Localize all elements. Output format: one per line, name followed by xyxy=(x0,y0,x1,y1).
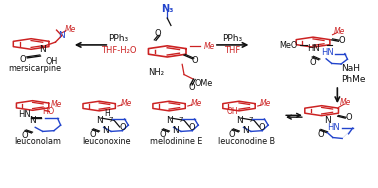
Text: HN: HN xyxy=(18,109,30,118)
Text: 7: 7 xyxy=(179,117,183,123)
Text: Me: Me xyxy=(260,99,272,108)
Text: PPh₃: PPh₃ xyxy=(108,34,129,43)
Text: THF-H₂O: THF-H₂O xyxy=(101,46,136,55)
Text: NH₂: NH₂ xyxy=(148,68,164,77)
Text: mersicarpine: mersicarpine xyxy=(8,64,61,73)
Text: melodinine E: melodinine E xyxy=(150,137,203,146)
Text: Me: Me xyxy=(65,25,76,34)
Text: leuconolam: leuconolam xyxy=(15,137,62,146)
Text: 7: 7 xyxy=(249,117,253,123)
Text: O: O xyxy=(159,130,166,139)
Text: PhMe: PhMe xyxy=(341,75,365,84)
Text: leuconoxine: leuconoxine xyxy=(82,137,131,146)
Text: Me: Me xyxy=(190,99,202,108)
Text: O: O xyxy=(259,123,265,132)
Text: Me: Me xyxy=(340,98,352,107)
Text: 7: 7 xyxy=(109,117,113,123)
Text: N: N xyxy=(29,116,36,125)
Text: O: O xyxy=(192,56,198,65)
Text: HN: HN xyxy=(321,48,334,57)
Text: Me: Me xyxy=(121,99,132,108)
Text: O: O xyxy=(310,58,316,67)
Text: O: O xyxy=(20,55,26,64)
Text: O: O xyxy=(188,83,195,92)
Text: O: O xyxy=(154,29,161,38)
Text: N: N xyxy=(58,31,65,40)
Text: O: O xyxy=(345,113,352,122)
Text: THF: THF xyxy=(225,46,241,55)
Text: O: O xyxy=(119,123,125,132)
Text: O: O xyxy=(189,123,195,132)
Text: leuconodine B: leuconodine B xyxy=(218,137,275,146)
Text: N: N xyxy=(166,116,172,125)
Text: Me: Me xyxy=(51,100,63,109)
Text: H: H xyxy=(104,109,110,118)
Text: O: O xyxy=(22,131,28,140)
Text: HN: HN xyxy=(307,44,320,53)
Text: OMe: OMe xyxy=(195,79,213,88)
Text: N₃: N₃ xyxy=(161,4,174,14)
Text: N: N xyxy=(96,116,102,125)
Text: N: N xyxy=(242,126,249,135)
Text: O: O xyxy=(229,130,235,139)
Text: PPh₃: PPh₃ xyxy=(223,34,243,43)
Text: N: N xyxy=(235,116,242,125)
Text: O: O xyxy=(89,130,96,139)
Text: O: O xyxy=(339,36,345,45)
Text: Me: Me xyxy=(203,42,215,51)
Text: MeO: MeO xyxy=(280,41,298,50)
Text: N: N xyxy=(324,116,331,125)
Text: N: N xyxy=(102,126,109,135)
Text: O: O xyxy=(317,130,324,139)
Text: N: N xyxy=(172,126,179,135)
Text: HN: HN xyxy=(328,123,340,132)
Text: HO: HO xyxy=(43,107,55,116)
Text: OH: OH xyxy=(46,57,58,66)
Text: N: N xyxy=(39,45,46,54)
Text: OH: OH xyxy=(226,107,238,116)
Text: NaH: NaH xyxy=(341,64,360,73)
Text: Me: Me xyxy=(334,27,345,36)
